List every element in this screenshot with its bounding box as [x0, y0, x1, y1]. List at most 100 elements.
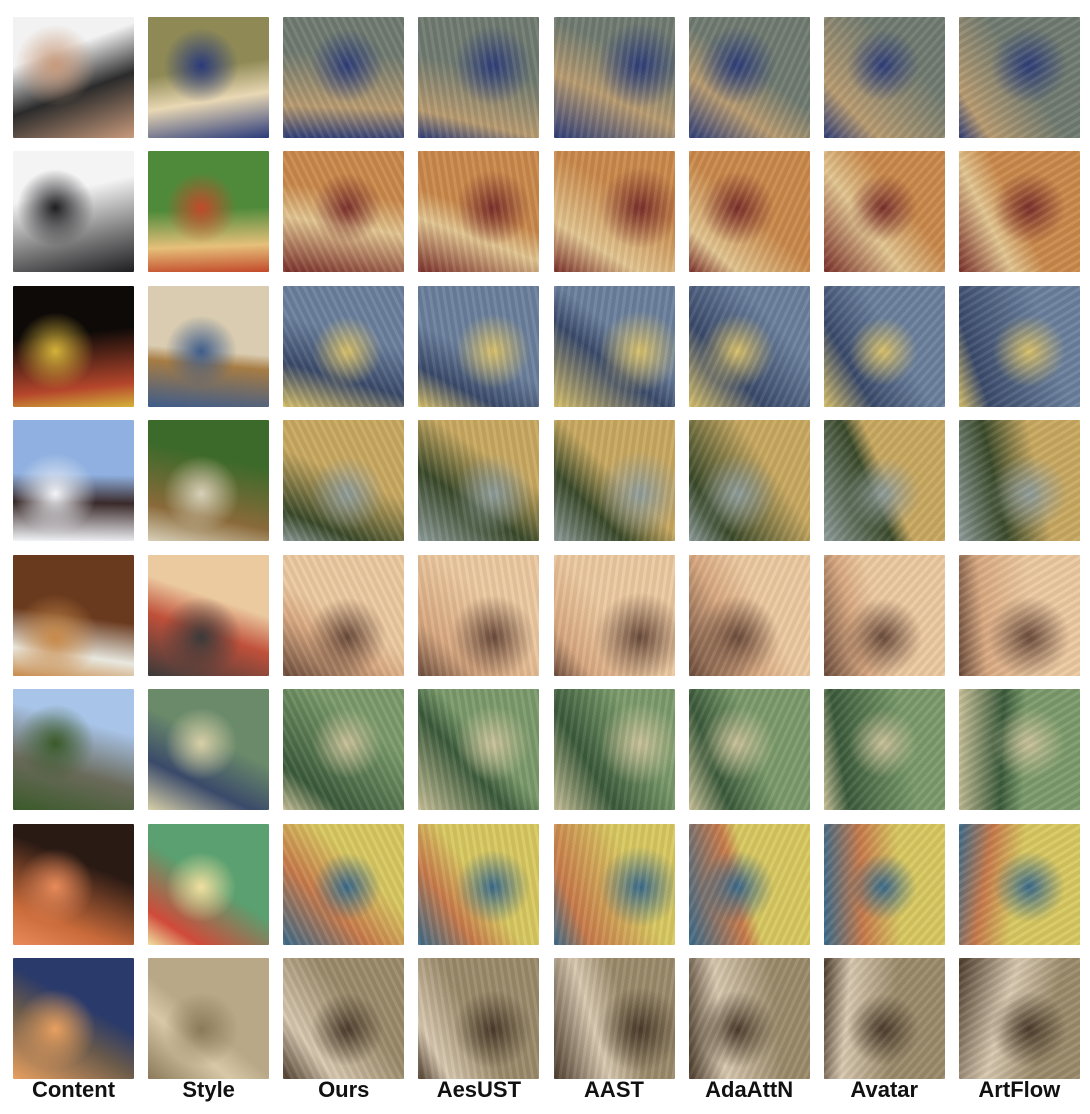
image-aesust-row-4	[418, 420, 540, 542]
brushstroke-texture	[823, 957, 945, 1079]
image-content-row-5	[13, 554, 134, 676]
label-content: Content	[31, 1077, 116, 1102]
brushstroke-texture	[958, 420, 1080, 542]
image-aesust-row-7	[418, 823, 540, 945]
brushstroke-texture	[688, 17, 810, 138]
brushstroke-texture	[958, 285, 1080, 407]
brushstroke-texture	[958, 151, 1080, 273]
image-aast-row-2	[553, 151, 675, 273]
brushstroke-texture	[418, 420, 540, 542]
brushstroke-texture	[283, 285, 405, 407]
brushstroke-texture	[283, 689, 405, 811]
image-style-row-7	[148, 823, 270, 945]
image-avatar-row-2	[823, 151, 945, 273]
image-aast-row-5	[553, 554, 675, 676]
image-ours-row-1	[283, 17, 405, 138]
brushstroke-texture	[688, 957, 810, 1079]
brushstroke-texture	[418, 17, 540, 138]
brushstroke-texture	[823, 554, 945, 676]
image-artflow-row-7	[958, 823, 1080, 945]
image-adaattn-row-1	[688, 17, 810, 138]
image-ours-row-6	[283, 689, 405, 811]
image-style-row-2	[148, 151, 270, 273]
image-ours-row-4	[283, 420, 405, 542]
brushstroke-texture	[823, 420, 945, 542]
image-artflow-row-6	[958, 689, 1080, 811]
image-aast-row-1	[553, 17, 675, 138]
image-artflow-row-8	[958, 957, 1080, 1079]
image-adaattn-row-8	[688, 957, 810, 1079]
image-ours-row-3	[283, 285, 405, 407]
image-content-row-3	[13, 285, 134, 407]
image-avatar-row-7	[823, 823, 945, 945]
brushstroke-texture	[688, 151, 810, 273]
image-ours-row-5	[283, 554, 405, 676]
label-artflow: ArtFlow	[978, 1077, 1061, 1102]
image-grid	[13, 17, 1080, 1079]
image-avatar-row-6	[823, 689, 945, 811]
brushstroke-texture	[553, 420, 675, 542]
brushstroke-texture	[418, 285, 540, 407]
label-aesust: AesUST	[436, 1077, 522, 1102]
image-content-row-4	[13, 420, 134, 542]
image-avatar-row-5	[823, 554, 945, 676]
label-style: Style	[182, 1077, 235, 1102]
brushstroke-texture	[553, 285, 675, 407]
image-artflow-row-1	[958, 17, 1080, 138]
brushstroke-texture	[823, 823, 945, 945]
image-style-row-5	[148, 554, 270, 676]
brushstroke-texture	[553, 554, 675, 676]
image-avatar-row-8	[823, 957, 945, 1079]
brushstroke-texture	[823, 17, 945, 138]
image-artflow-row-4	[958, 420, 1080, 542]
image-avatar-row-1	[823, 17, 945, 138]
brushstroke-texture	[418, 554, 540, 676]
brushstroke-texture	[958, 957, 1080, 1079]
image-adaattn-row-3	[688, 285, 810, 407]
brushstroke-texture	[688, 285, 810, 407]
brushstroke-texture	[688, 823, 810, 945]
image-aesust-row-3	[418, 285, 540, 407]
brushstroke-texture	[553, 957, 675, 1079]
image-aesust-row-2	[418, 151, 540, 273]
brushstroke-texture	[823, 151, 945, 273]
image-adaattn-row-2	[688, 151, 810, 273]
image-adaattn-row-7	[688, 823, 810, 945]
brushstroke-texture	[418, 823, 540, 945]
label-avatar: Avatar	[850, 1077, 919, 1102]
image-aast-row-4	[553, 420, 675, 542]
brushstroke-texture	[283, 823, 405, 945]
image-aast-row-8	[553, 957, 675, 1079]
image-aast-row-6	[553, 689, 675, 811]
image-content-row-2	[13, 151, 134, 273]
brushstroke-texture	[553, 17, 675, 138]
image-style-row-1	[148, 17, 270, 138]
label-aast: AAST	[584, 1077, 644, 1102]
image-artflow-row-5	[958, 554, 1080, 676]
image-ours-row-8	[283, 957, 405, 1079]
brushstroke-texture	[823, 285, 945, 407]
image-style-row-4	[148, 420, 270, 542]
label-ours: Ours	[318, 1077, 370, 1102]
image-avatar-row-4	[823, 420, 945, 542]
image-adaattn-row-4	[688, 420, 810, 542]
image-content-row-6	[13, 689, 134, 811]
image-style-row-8	[148, 957, 270, 1079]
brushstroke-texture	[283, 151, 405, 273]
image-aast-row-3	[553, 285, 675, 407]
brushstroke-texture	[283, 420, 405, 542]
image-ours-row-2	[283, 151, 405, 273]
brushstroke-texture	[283, 957, 405, 1079]
image-adaattn-row-5	[688, 554, 810, 676]
image-content-row-1	[13, 17, 134, 138]
image-artflow-row-3	[958, 285, 1080, 407]
brushstroke-texture	[958, 689, 1080, 811]
image-content-row-8	[13, 957, 134, 1079]
image-aesust-row-1	[418, 17, 540, 138]
brushstroke-texture	[283, 17, 405, 138]
label-adaattn: AdaAttN	[705, 1077, 794, 1102]
image-content-row-7	[13, 823, 134, 945]
brushstroke-texture	[823, 689, 945, 811]
brushstroke-texture	[688, 689, 810, 811]
